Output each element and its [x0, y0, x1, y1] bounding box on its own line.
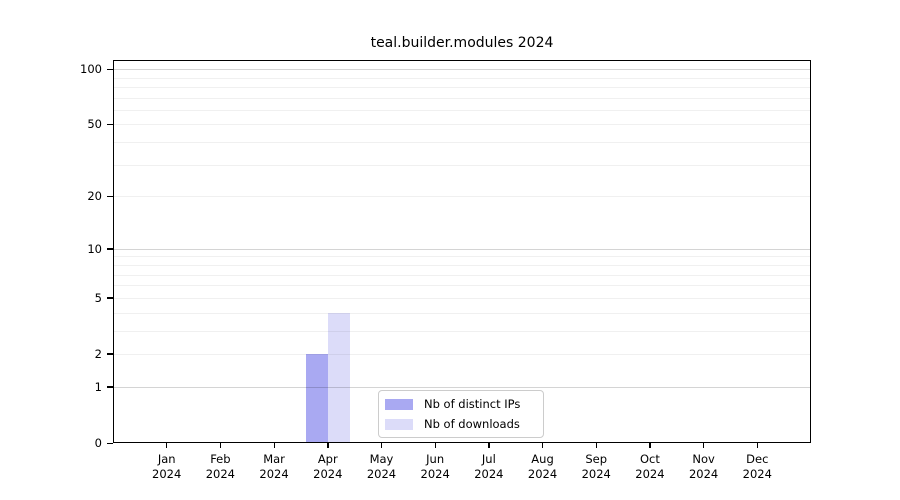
bar-distinct-ips: [305, 353, 328, 443]
x-tick-mark: [649, 443, 651, 448]
gridline-minor: [113, 264, 811, 266]
x-tick-month: Oct: [639, 452, 660, 466]
x-tick-mark: [273, 443, 275, 448]
x-tick-label: Mar 2024: [242, 452, 306, 482]
gridline-major: [113, 248, 811, 250]
x-tick-label: May 2024: [349, 452, 413, 482]
y-tick-mark: [107, 123, 113, 126]
x-tick-year: 2024: [205, 467, 236, 481]
y-tick-label: 0: [94, 436, 102, 450]
y-tick-mark: [107, 248, 113, 250]
x-tick-year: 2024: [366, 467, 397, 481]
gridline-minor: [113, 86, 811, 88]
y-tick-mark: [107, 297, 113, 299]
gridline-minor: [113, 164, 811, 166]
legend-label-downloads: Nb of downloads: [424, 417, 520, 431]
y-tick-label: 1: [94, 379, 102, 394]
x-tick-label: Sep 2024: [564, 452, 628, 482]
y-tick-mark: [107, 68, 113, 70]
x-tick-mark: [756, 443, 759, 448]
x-tick-month: Nov: [692, 452, 715, 466]
gridline-minor: [113, 142, 811, 144]
gridline-minor: [113, 285, 811, 287]
y-tick-mark: [107, 353, 113, 355]
y-tick-mark: [107, 195, 113, 198]
y-tick-label: 2: [94, 346, 102, 361]
x-tick-mark: [595, 443, 598, 448]
legend-swatch-distinct-ips-icon: [385, 398, 413, 410]
x-tick-month: Mar: [263, 452, 285, 466]
x-tick-mark: [219, 443, 222, 448]
x-tick-year: 2024: [259, 467, 289, 481]
x-tick-year: 2024: [688, 467, 719, 481]
gridline-minor: [113, 97, 811, 99]
gridline-minor: [113, 77, 811, 79]
y-tick-mark: [107, 442, 113, 444]
gridline-minor: [113, 330, 811, 332]
x-tick-mark: [542, 443, 544, 448]
x-tick-label: Jun 2024: [403, 452, 467, 482]
x-tick-year: 2024: [742, 467, 772, 481]
y-tick-label: 50: [87, 117, 102, 132]
legend-swatch-downloads-icon: [385, 418, 413, 430]
x-tick-label: Jul 2024: [457, 452, 521, 482]
x-tick-label: Oct 2024: [618, 452, 682, 482]
y-tick-label: 5: [94, 290, 102, 305]
legend: Nb of distinct IPs Nb of downloads: [378, 390, 544, 438]
gridline-minor: [113, 297, 811, 299]
x-tick-month: Feb: [210, 452, 231, 466]
x-tick-year: 2024: [581, 467, 611, 481]
chart-title: teal.builder.modules 2024: [370, 35, 554, 51]
x-tick-label: Jan 2024: [135, 452, 199, 482]
x-tick-month: Jul: [481, 452, 496, 466]
plot-area: [113, 60, 811, 443]
x-tick-mark: [434, 443, 436, 448]
bar-downloads: [327, 312, 350, 443]
x-tick-label: Feb 2024: [188, 452, 252, 482]
plot-frame: [113, 60, 811, 443]
gridline-minor: [113, 109, 811, 111]
x-tick-month: Apr: [317, 452, 338, 466]
x-tick-label: Aug 2024: [511, 452, 575, 482]
x-tick-mark: [380, 443, 383, 448]
x-tick-mark: [327, 443, 329, 448]
x-tick-mark: [488, 443, 490, 448]
x-tick-month: Sep: [585, 452, 608, 466]
x-tick-month: Jun: [426, 452, 445, 466]
gridline-minor: [113, 256, 811, 258]
x-tick-year: 2024: [635, 467, 665, 481]
legend-entry-downloads: Nb of downloads: [385, 416, 535, 433]
legend-label-distinct-ips: Nb of distinct IPs: [424, 397, 521, 411]
y-tick-mark: [107, 386, 113, 388]
gridline-minor: [113, 124, 811, 126]
y-tick-label: 100: [80, 62, 102, 77]
legend-entry-distinct-ips: Nb of distinct IPs: [385, 396, 535, 413]
gridline-minor: [113, 312, 811, 314]
x-tick-month: Jan: [157, 452, 176, 466]
x-tick-year: 2024: [152, 467, 182, 481]
x-tick-label: Dec 2024: [725, 452, 789, 482]
x-tick-year: 2024: [313, 467, 343, 481]
gridline-minor: [113, 274, 811, 276]
x-tick-month: Dec: [746, 452, 769, 466]
x-tick-mark: [703, 443, 705, 448]
y-tick-label: 20: [87, 189, 102, 204]
x-tick-label: Apr 2024: [296, 452, 360, 482]
gridline-minor: [113, 353, 811, 355]
x-tick-mark: [166, 443, 168, 448]
gridline-major: [113, 69, 811, 71]
x-tick-month: May: [369, 452, 394, 466]
x-tick-year: 2024: [420, 467, 450, 481]
x-tick-month: Aug: [531, 452, 554, 466]
y-tick-label: 10: [87, 241, 102, 256]
x-tick-year: 2024: [474, 467, 504, 481]
gridline-minor: [113, 196, 811, 198]
x-tick-label: Nov 2024: [672, 452, 736, 482]
x-tick-year: 2024: [527, 467, 558, 481]
gridline-major: [113, 386, 811, 388]
